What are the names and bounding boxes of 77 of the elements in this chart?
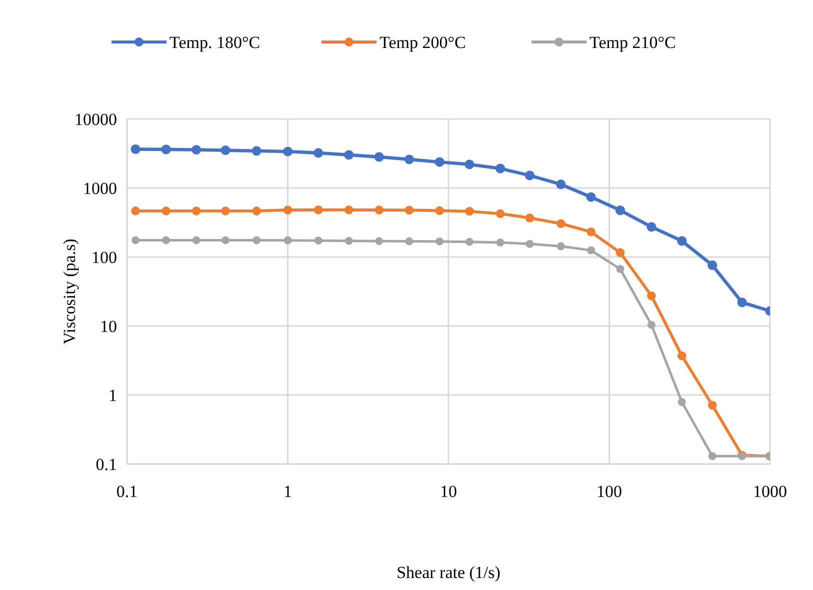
point — [678, 398, 686, 406]
point — [404, 154, 414, 164]
point — [374, 206, 384, 214]
point — [252, 206, 261, 216]
point — [616, 265, 624, 273]
point — [647, 291, 656, 300]
x-tick-label: 1 — [284, 482, 292, 501]
point — [192, 206, 201, 216]
point — [314, 205, 323, 214]
x-axis-title: Shear rate (1/s) — [396, 563, 500, 582]
y-tick-label: 10000 — [74, 110, 117, 129]
x-tick-label: 10 — [440, 482, 457, 501]
point — [344, 236, 353, 245]
point — [344, 150, 354, 160]
point — [162, 206, 170, 216]
point — [496, 209, 505, 218]
point — [465, 206, 474, 216]
y-tick-label: 100 — [92, 248, 117, 267]
point — [131, 206, 140, 216]
y-axis-title: Viscosity (pa.s) — [60, 238, 79, 344]
point — [222, 236, 230, 244]
point — [283, 206, 292, 214]
point — [615, 206, 626, 216]
point — [374, 152, 384, 162]
legend-label: Temp 210°C — [590, 33, 676, 52]
point — [161, 144, 171, 154]
point — [708, 260, 718, 270]
point — [556, 180, 566, 190]
point — [162, 236, 170, 244]
point — [314, 148, 324, 158]
point — [708, 400, 717, 410]
point — [524, 170, 535, 180]
point — [737, 298, 747, 308]
y-tick-label: 10 — [100, 317, 117, 336]
x-tick-label: 0.1 — [116, 482, 138, 501]
point — [647, 320, 656, 329]
point — [646, 222, 656, 232]
point — [677, 236, 687, 246]
point — [130, 144, 140, 154]
x-tick-label: 1000 — [753, 482, 787, 501]
point — [436, 237, 444, 246]
y-tick-label: 1 — [108, 386, 117, 405]
point — [405, 237, 414, 246]
y-tick-label: 0.1 — [96, 455, 117, 474]
point — [314, 236, 322, 245]
point — [496, 238, 504, 247]
point — [616, 248, 625, 257]
point — [587, 246, 596, 254]
point — [344, 205, 354, 214]
y-tick-label: 1000 — [83, 179, 117, 198]
point — [192, 236, 200, 244]
point — [586, 228, 596, 236]
point — [556, 219, 566, 228]
point — [192, 144, 202, 155]
point — [586, 192, 596, 202]
point — [284, 236, 292, 244]
point — [252, 236, 261, 244]
point — [465, 238, 474, 246]
point — [220, 145, 230, 156]
point — [221, 206, 230, 216]
legend-label: Temp. 180°C — [170, 33, 260, 52]
x-tick-label: 100 — [596, 482, 622, 501]
point — [132, 236, 140, 244]
point — [404, 206, 414, 215]
point — [708, 452, 716, 460]
point — [252, 146, 262, 156]
point — [677, 351, 686, 360]
point — [526, 240, 534, 248]
point — [375, 237, 384, 246]
point — [464, 160, 474, 170]
legend-label: Temp 200°C — [380, 33, 466, 52]
point — [525, 214, 534, 222]
point — [435, 206, 444, 216]
point — [434, 157, 444, 167]
point — [495, 164, 506, 174]
point — [556, 242, 565, 250]
point — [282, 146, 293, 156]
